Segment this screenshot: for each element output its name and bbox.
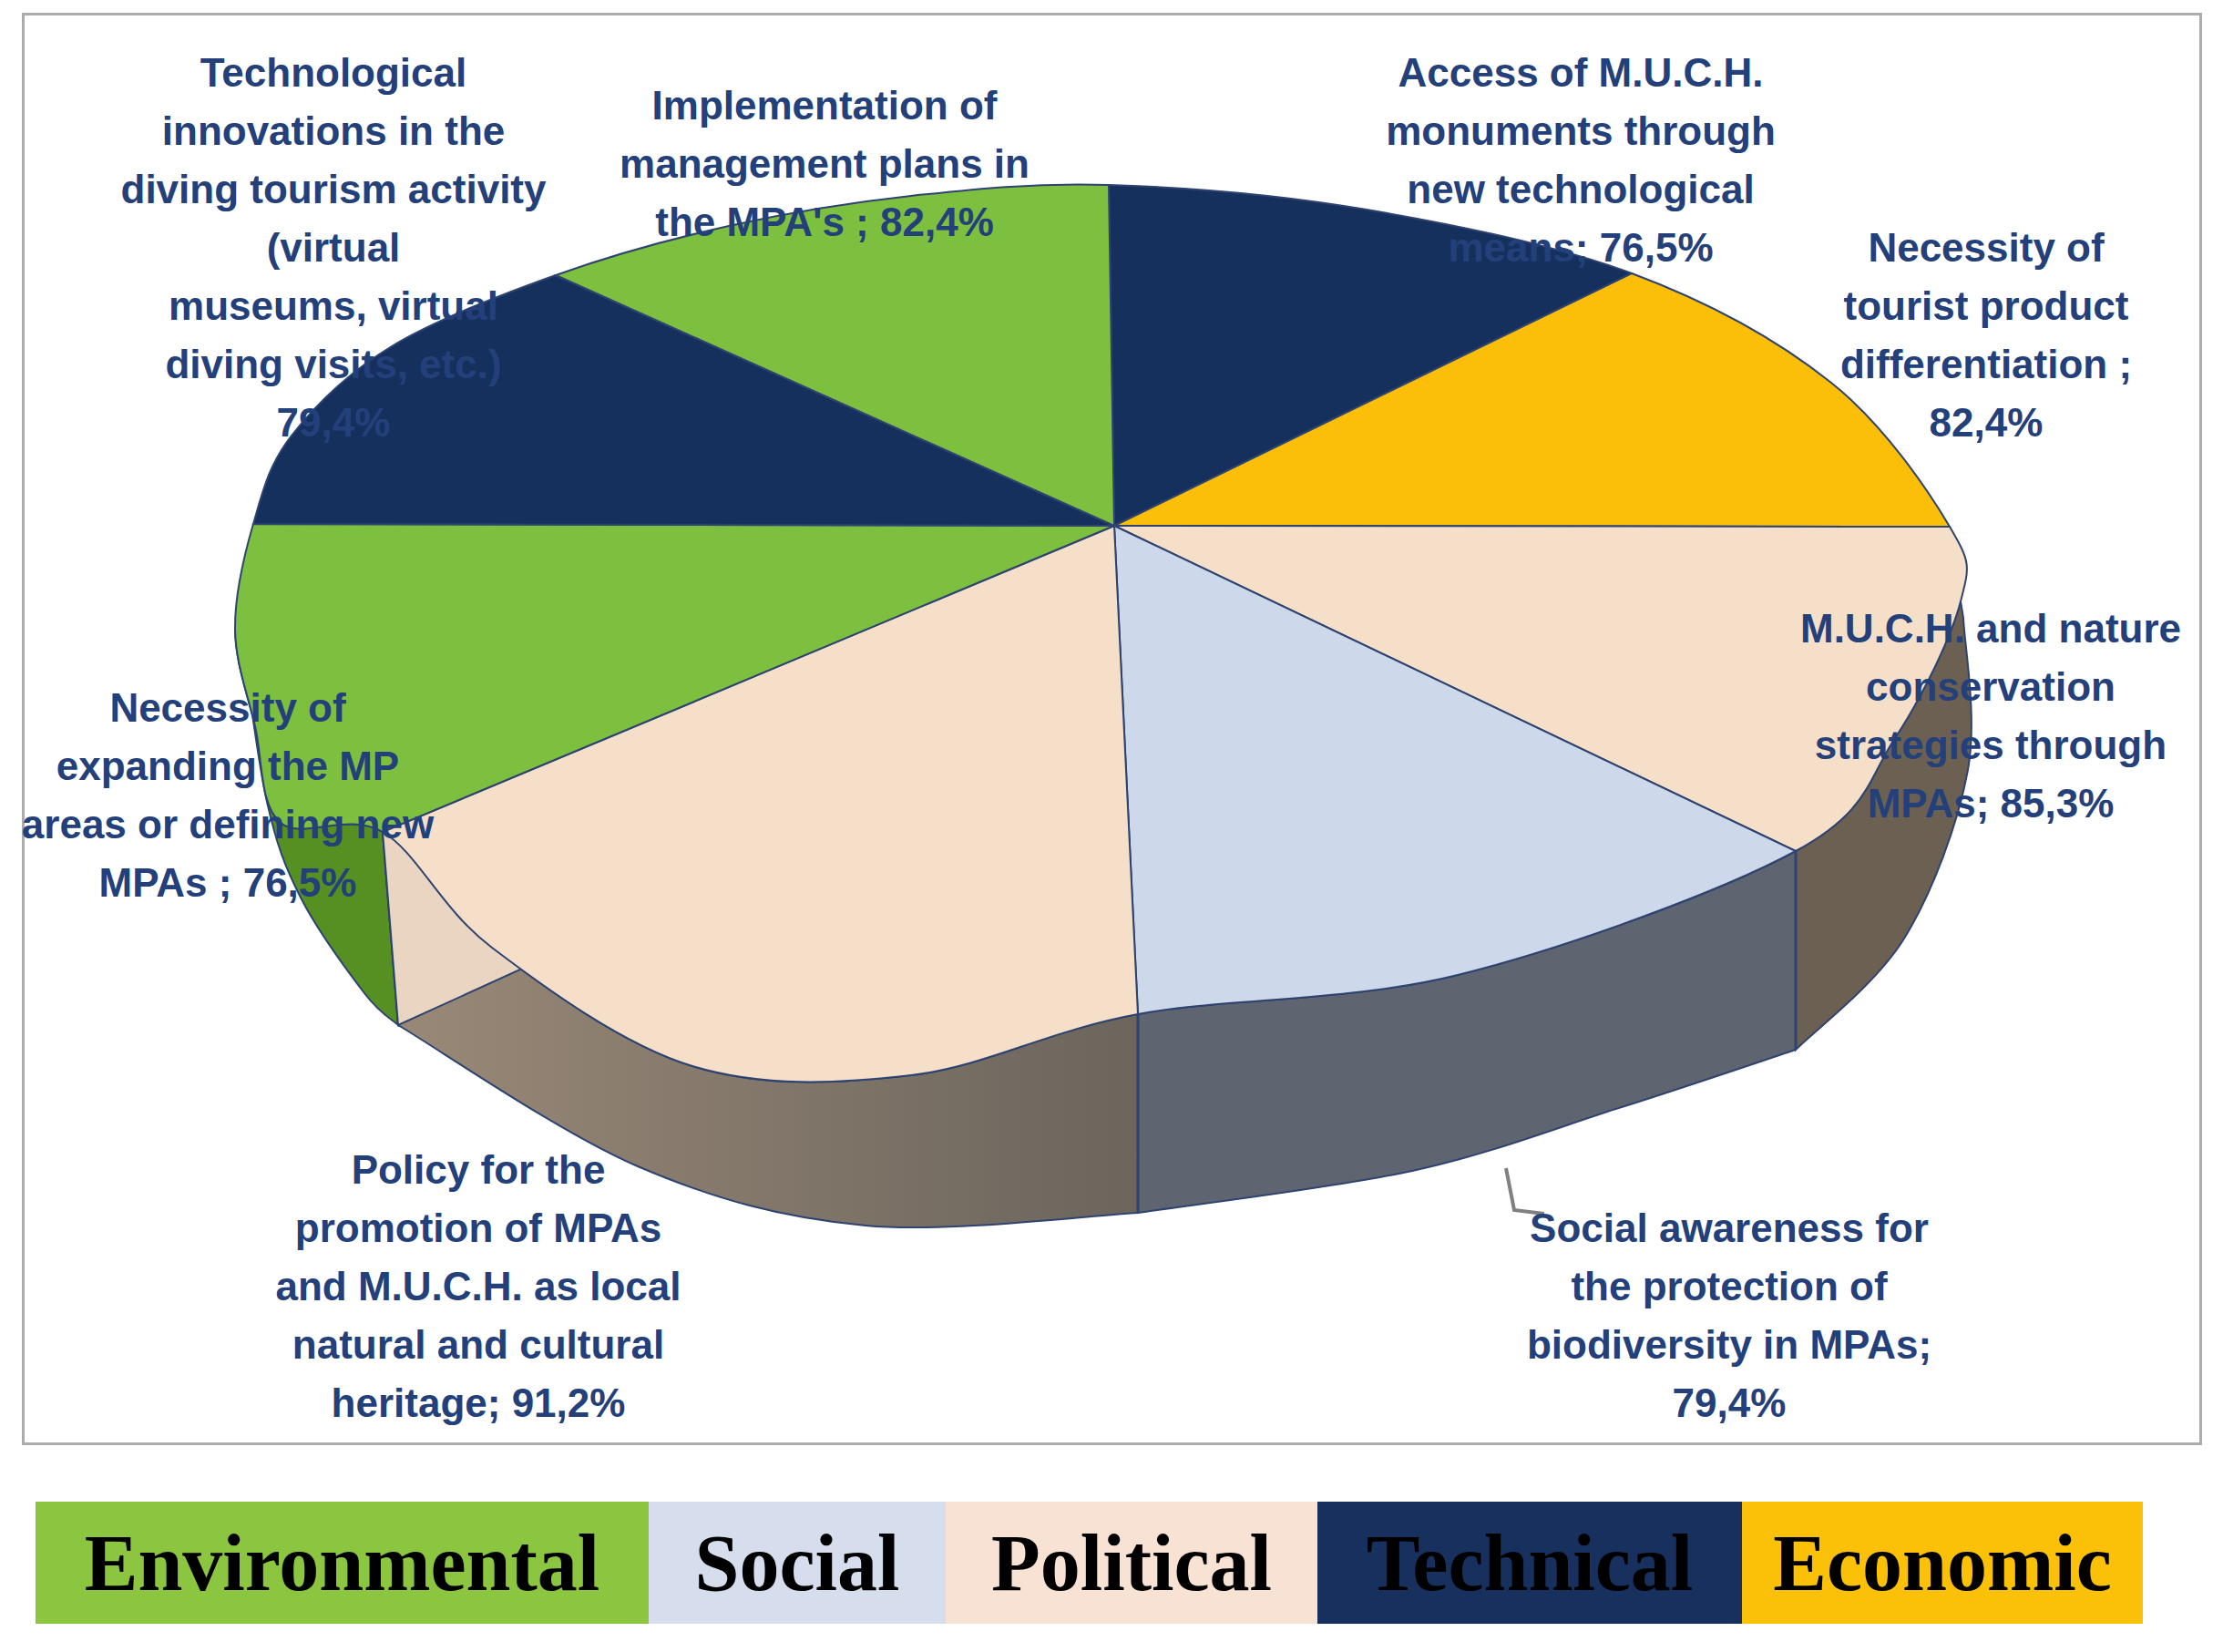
pie-label-line: 82,4% (1840, 394, 2132, 452)
pie-label-line: (virtual (121, 219, 547, 277)
pie-label-line: 79,4% (1527, 1374, 1931, 1432)
legend-label: Political (991, 1517, 1272, 1609)
pie-label-tourist: Necessity oftourist productdifferentiati… (1840, 219, 2132, 452)
pie-label-line: Implementation of (620, 77, 1030, 135)
pie-label-line: strategies through (1800, 716, 2181, 775)
pie-label-line: Technological (121, 44, 547, 102)
pie-label-line: tourist product (1840, 277, 2132, 335)
legend-item-economic: Economic (1742, 1502, 2143, 1624)
pie-label-line: new technological (1386, 160, 1776, 219)
pie-label-line: museums, virtual (121, 277, 547, 335)
pie-label-line: promotion of MPAs (276, 1199, 681, 1257)
legend-label: Economic (1773, 1517, 2112, 1609)
pie-label-line: management plans in (620, 135, 1030, 193)
pie-label-social: Social awareness forthe protection ofbio… (1527, 1199, 1931, 1432)
legend-label: Technical (1367, 1517, 1694, 1609)
pie-label-line: means; 76,5% (1386, 219, 1776, 277)
pie-label-line: Necessity of (1840, 219, 2132, 277)
pie-label-line: MPAs ; 76,5% (22, 854, 434, 912)
pie-label-line: expanding the MP (22, 737, 434, 795)
pie-label-line: MPAs; 85,3% (1800, 775, 2181, 833)
pie-label-line: biodiversity in MPAs; (1527, 1316, 1931, 1374)
pie-label-line: areas or defining new (22, 795, 434, 854)
legend-label: Social (695, 1517, 900, 1609)
pie-label-line: M.U.C.H. and nature (1800, 600, 2181, 658)
pie-label-line: the MPA's ; 82,4% (620, 193, 1030, 251)
pie-label-line: diving tourism activity (121, 160, 547, 219)
pie-label-line: and M.U.C.H. as local (276, 1257, 681, 1316)
pie-label-expanding: Necessity ofexpanding the MPareas or def… (22, 679, 434, 912)
pie-label-line: monuments through (1386, 102, 1776, 160)
legend-label: Environmental (85, 1517, 600, 1609)
pie-label-line: Access of M.U.C.H. (1386, 44, 1776, 102)
pie-label-line: differentiation ; (1840, 335, 2132, 394)
legend-item-technical: Technical (1317, 1502, 1742, 1624)
pie-label-line: diving visits, etc.) (121, 335, 547, 394)
pie-label-line: Policy for the (276, 1141, 681, 1199)
pie-label-line: heritage; 91,2% (276, 1374, 681, 1432)
figure: Technologicalinnovations in thediving to… (0, 0, 2223, 1652)
pie-label-line: Necessity of (22, 679, 434, 737)
pie-label-line: Social awareness for (1527, 1199, 1931, 1257)
legend-item-social: Social (649, 1502, 946, 1624)
pie-label-access: Access of M.U.C.H.monuments throughnew t… (1386, 44, 1776, 277)
pie-label-line: the protection of (1527, 1257, 1931, 1316)
pie-label-line: 79,4% (121, 394, 547, 452)
pie-label-tech-innov: Technologicalinnovations in thediving to… (121, 44, 547, 452)
pie-label-policy: Policy for thepromotion of MPAsand M.U.C… (276, 1141, 681, 1432)
pie-label-line: innovations in the (121, 102, 547, 160)
legend-item-political: Political (946, 1502, 1317, 1624)
pie-label-line: natural and cultural (276, 1316, 681, 1374)
legend-item-environmental: Environmental (36, 1502, 649, 1624)
pie-label-implementation: Implementation ofmanagement plans inthe … (620, 77, 1030, 251)
pie-label-line: conservation (1800, 658, 2181, 716)
pie-label-much-nature: M.U.C.H. and natureconservationstrategie… (1800, 600, 2181, 833)
